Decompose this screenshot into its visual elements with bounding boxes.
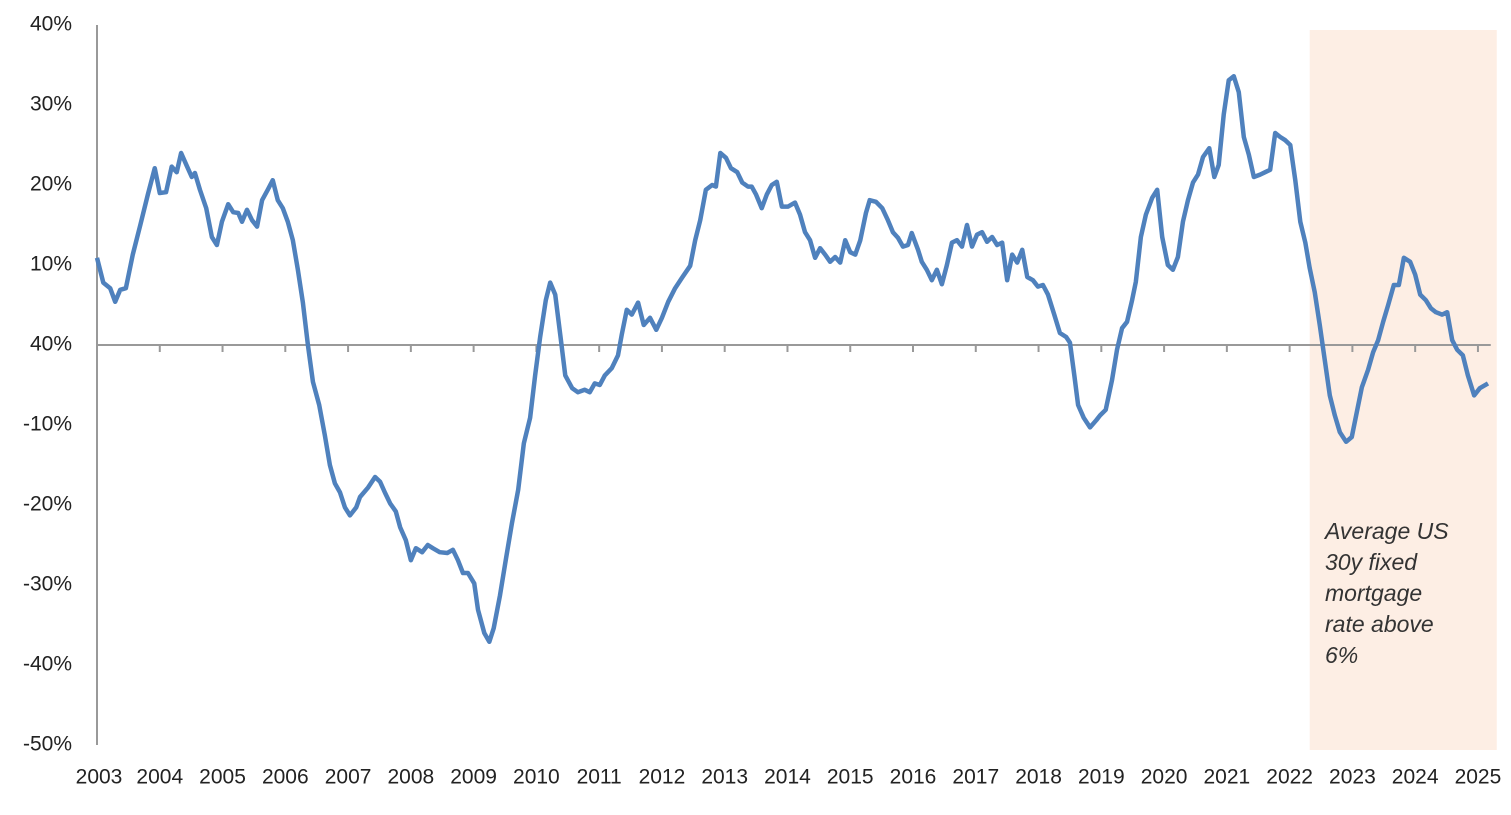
x-tick-label: 2010 (513, 766, 560, 789)
x-tick-label: 2024 (1392, 766, 1439, 789)
y-tick-label: -10% (23, 413, 72, 436)
x-tick-label: 2012 (639, 766, 686, 789)
x-tick-label: 2021 (1204, 766, 1251, 789)
annotation: 6% (1325, 642, 1358, 668)
x-tick-label: 2007 (325, 766, 372, 789)
y-tick-label: -40% (23, 653, 72, 676)
y-tick-label: 20% (30, 173, 72, 196)
y-tick-label: 30% (30, 93, 72, 116)
x-tick-label: 2019 (1078, 766, 1125, 789)
x-tick-label: 2003 (76, 766, 123, 789)
y-tick-label: -30% (23, 573, 72, 596)
shaded-region (1309, 30, 1497, 750)
annotation: rate above (1325, 611, 1434, 637)
data-line (94, 73, 1490, 645)
x-tick-label: 2004 (136, 766, 183, 789)
x-tick-label: 2013 (701, 766, 748, 789)
x-tick-label: 2011 (577, 766, 622, 789)
x-tick-label: 2009 (450, 766, 497, 789)
annotation: 30y fixed (1325, 549, 1418, 575)
annotation: Average US (1323, 518, 1449, 544)
x-tick-label: 2014 (764, 766, 811, 789)
x-tick-label: 2016 (890, 766, 937, 789)
x-tick-label: 2022 (1266, 766, 1313, 789)
x-tick-label: 2005 (199, 766, 246, 789)
y-tick-label: -50% (23, 733, 72, 756)
y-tick-label: 10% (30, 253, 72, 276)
y-tick-label: -20% (23, 493, 72, 516)
x-tick-label: 2015 (827, 766, 874, 789)
x-tick-label: 2025 (1455, 766, 1502, 789)
annotation: mortgage (1325, 580, 1422, 606)
y-tick-label: 40% (30, 333, 72, 356)
x-tick-label: 2018 (1015, 766, 1062, 789)
x-tick-label: 2020 (1141, 766, 1188, 789)
x-tick-label: 2008 (387, 766, 434, 789)
x-tick-label: 2006 (262, 766, 309, 789)
y-tick-label: 40% (30, 13, 72, 36)
x-tick-label: 2017 (952, 766, 999, 789)
x-tick-label: 2023 (1329, 766, 1376, 789)
